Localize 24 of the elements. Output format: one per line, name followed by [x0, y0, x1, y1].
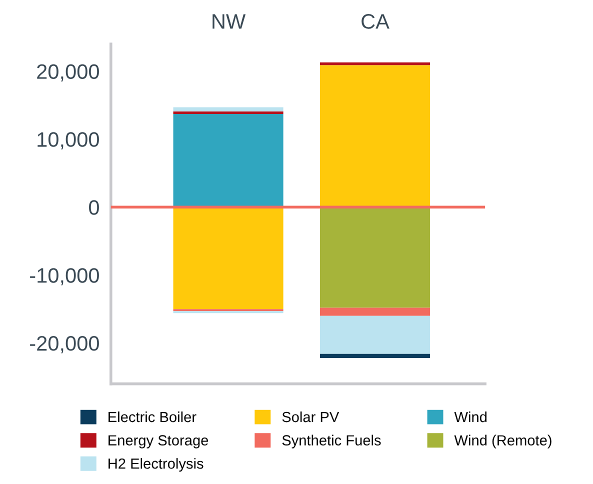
- legend-label: Wind (Remote): [454, 434, 552, 448]
- bar: [320, 354, 430, 358]
- legend-label: Wind: [454, 411, 487, 422]
- bar: [173, 107, 284, 112]
- legend-label: Solar PV: [282, 411, 340, 422]
- y-tick-label: 10,000: [38, 132, 99, 150]
- bar: [173, 207, 284, 310]
- bar: [320, 207, 430, 308]
- bar: [173, 111, 284, 114]
- y-tick-label: -20,000: [30, 336, 99, 354]
- x-tick-label: CA: [362, 14, 390, 29]
- bar: [320, 65, 430, 208]
- bar: [320, 308, 430, 316]
- legend-label: Electric Boiler: [108, 411, 196, 422]
- y-tick-label: 20,000: [37, 64, 99, 82]
- bar: [173, 114, 284, 208]
- legend-label: Synthetic Fuels: [282, 434, 381, 448]
- y-tick-label: 0: [89, 200, 99, 215]
- bar: [320, 316, 430, 354]
- legend-label: H2 Electrolysis: [108, 458, 204, 472]
- legend-label: Energy Storage: [108, 435, 208, 448]
- bar: [320, 62, 430, 66]
- x-tick-label: NW: [212, 14, 246, 29]
- y-tick-label: -10,000: [30, 268, 99, 286]
